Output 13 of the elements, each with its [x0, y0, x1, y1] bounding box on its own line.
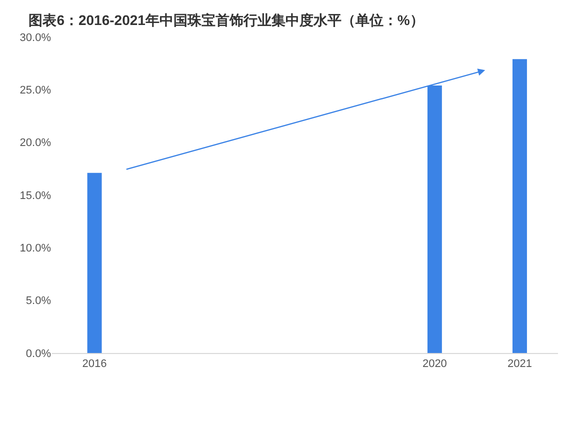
bar	[512, 59, 527, 353]
x-tick-label: 2016	[82, 358, 107, 370]
x-tick-label: 2021	[507, 358, 532, 370]
y-tick-label: 15.0%	[20, 190, 52, 202]
y-tick-label: 25.0%	[20, 84, 52, 97]
y-tick-label: 30.0%	[20, 32, 52, 44]
y-tick-label: 0.0%	[26, 348, 52, 360]
bar	[87, 172, 102, 353]
y-tick-label: 20.0%	[20, 137, 52, 150]
y-tick-label: 10.0%	[20, 242, 52, 255]
y-tick-label: 5.0%	[26, 295, 52, 308]
chart-title: 图表6：2016-2021年中国珠宝首饰行业集中度水平（单位：%）	[28, 12, 424, 28]
x-tick-label: 2020	[422, 358, 447, 370]
